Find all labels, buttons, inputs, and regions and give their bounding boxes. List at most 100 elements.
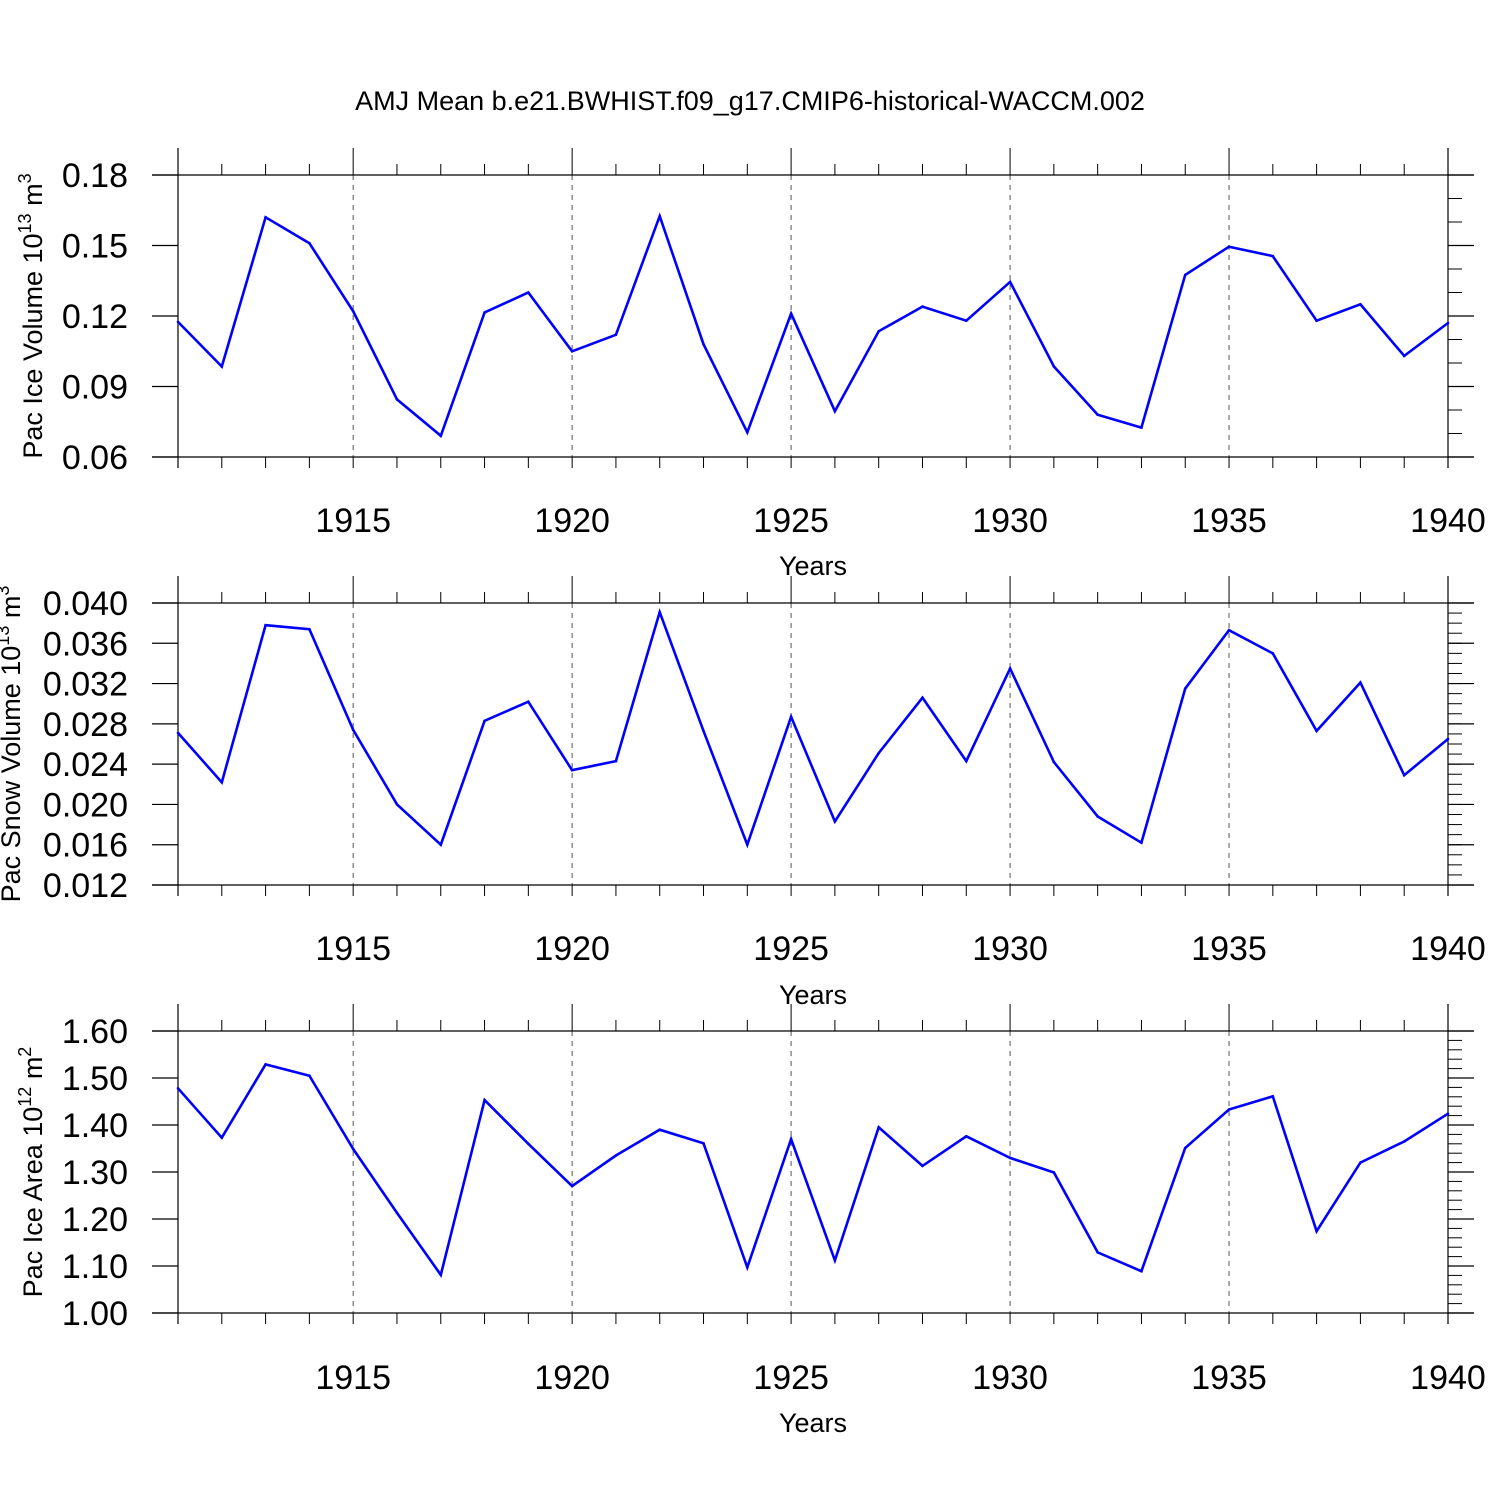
data-point — [264, 623, 267, 627]
data-point — [1227, 628, 1231, 632]
data-point — [789, 1137, 793, 1141]
x-tick-label: 1920 — [534, 930, 610, 968]
data-point — [964, 319, 968, 323]
x-tick-label: 1940 — [1410, 930, 1486, 968]
x-tick-label: 1920 — [534, 502, 610, 540]
series-line — [177, 607, 1449, 849]
data-point — [877, 751, 880, 755]
data-point — [614, 333, 618, 337]
data-point — [527, 291, 530, 294]
data-point — [1446, 737, 1450, 741]
data-point — [483, 311, 486, 314]
data-point — [1008, 1156, 1012, 1160]
data-point — [1315, 319, 1318, 323]
data-point — [1271, 254, 1275, 258]
x-tick-label: 1935 — [1191, 930, 1267, 968]
y-tick-label: 0.036 — [43, 625, 128, 663]
panel-pac-snow-volume: 1915 1920 1925 1930 1935 19400.0120.0160.0200… — [0, 576, 1486, 1010]
data-point — [1271, 1095, 1275, 1098]
data-point — [395, 398, 399, 401]
series-line — [177, 212, 1449, 438]
data-point — [439, 843, 443, 847]
data-point — [1315, 1229, 1318, 1233]
data-point — [833, 1259, 837, 1262]
data-point — [789, 312, 793, 315]
data-point — [833, 409, 837, 413]
data-point — [176, 320, 180, 324]
panel-pac-ice-volume: 1915 1920 1925 1930 1935 1940 0.06 0.09 0.12 0.15… — [15, 148, 1486, 581]
data-point — [1359, 681, 1362, 684]
data-point — [658, 610, 662, 614]
data-point — [746, 1266, 749, 1269]
y-tick-label: 0.024 — [43, 746, 128, 784]
data-point — [1183, 273, 1187, 277]
data-point — [1096, 815, 1099, 818]
x-tick-label: 1935 — [1191, 502, 1267, 540]
y-axis-title: Pac Snow Volume 1013 m3 — [0, 586, 26, 903]
data-point — [351, 1147, 355, 1151]
x-axis-title: Years — [779, 980, 847, 1010]
data-point — [614, 1154, 618, 1157]
y-axis-title: Pac Ice Volume 1013 m3 — [15, 173, 48, 458]
data-point — [1096, 413, 1099, 417]
data-point — [1227, 1108, 1231, 1111]
data-point — [1402, 1140, 1406, 1143]
x-tick-label: 1925 — [753, 930, 829, 968]
y-tick-label: 0.032 — [43, 666, 128, 704]
data-point — [395, 803, 399, 806]
y-axis-title: Pac Ice Area 1012 m2 — [15, 1047, 48, 1298]
data-point — [527, 1142, 530, 1146]
data-point — [789, 715, 793, 719]
data-point — [1359, 302, 1362, 306]
data-point — [264, 1063, 267, 1066]
x-tick-label: 1920 — [534, 1359, 610, 1397]
y-tick-label: 0.028 — [43, 706, 128, 744]
data-point — [614, 759, 618, 763]
x-tick-label: 1915 — [315, 502, 391, 540]
data-point — [483, 719, 486, 723]
x-tick-label: 1940 — [1410, 502, 1486, 540]
y-tick-label: 0.040 — [43, 585, 128, 623]
data-point — [1402, 773, 1406, 777]
data-point — [351, 310, 355, 313]
data-point — [570, 768, 574, 772]
data-point — [395, 1211, 399, 1215]
x-axis-title: Years — [779, 1408, 847, 1438]
data-point — [1402, 354, 1406, 358]
x-tick-label: 1930 — [972, 1359, 1048, 1397]
data-point — [1446, 1112, 1450, 1116]
data-point — [439, 434, 443, 438]
data-point — [1140, 1269, 1143, 1273]
x-tick-label: 1935 — [1191, 1359, 1267, 1397]
data-point — [439, 1273, 443, 1277]
data-point — [1359, 1161, 1362, 1164]
x-tick-label: 1915 — [315, 1359, 391, 1397]
x-tick-label: 1925 — [753, 1359, 829, 1397]
x-tick-label: 1925 — [753, 502, 829, 540]
data-point — [964, 759, 968, 763]
y-tick-label: 1.30 — [62, 1154, 128, 1192]
data-point — [1140, 426, 1143, 429]
x-tick-label: 1915 — [315, 930, 391, 968]
y-tick-label: 1.50 — [62, 1060, 128, 1098]
data-point — [308, 1074, 311, 1077]
data-point — [570, 1184, 574, 1188]
y-tick-label: 1.00 — [62, 1295, 128, 1333]
data-point — [1183, 687, 1187, 690]
y-tick-label: 1.20 — [62, 1201, 128, 1239]
y-tick-label: 1.40 — [62, 1107, 128, 1145]
data-point — [308, 627, 311, 631]
data-point — [1227, 245, 1231, 248]
panel-pac-ice-area: 1915 1920 1925 1930 1935 1940 1.00 1.10 1.20 1.30… — [15, 1004, 1486, 1438]
data-point — [921, 305, 924, 308]
data-point — [264, 216, 267, 219]
data-point — [527, 700, 530, 703]
x-axis-title: Years — [779, 551, 847, 581]
data-point — [220, 780, 224, 784]
data-point — [1052, 760, 1056, 764]
data-point — [1008, 280, 1012, 284]
data-point — [1052, 365, 1056, 368]
data-point — [658, 214, 662, 218]
data-point — [176, 731, 180, 735]
